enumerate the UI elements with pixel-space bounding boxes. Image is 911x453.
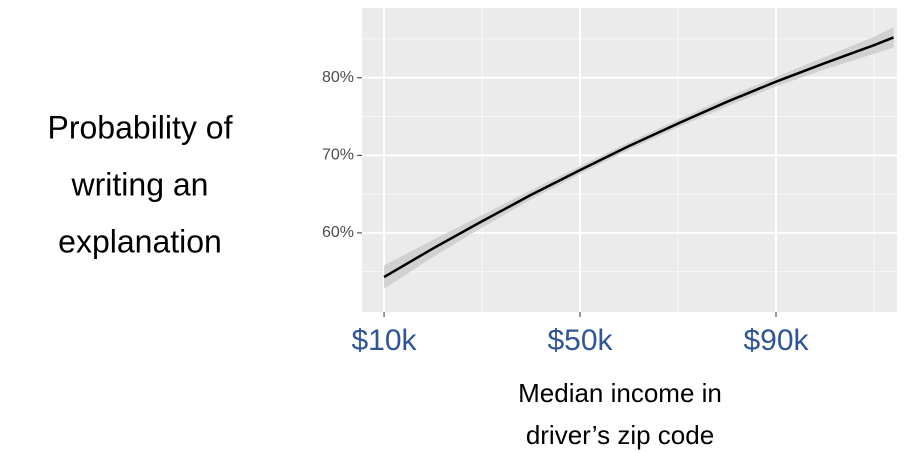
x-axis-label: driver’s zip code (526, 420, 714, 450)
x-tick-label: $50k (547, 324, 613, 357)
y-axis-label: explanation (58, 223, 222, 259)
x-axis-label: Median income in (518, 378, 722, 408)
confidence-band (384, 27, 894, 289)
y-tick-label: 70% (322, 147, 354, 164)
plot-panel (362, 8, 897, 312)
y-tick-label: 60% (322, 224, 354, 241)
y-tick-label: 80% (322, 69, 354, 86)
x-tick-label: $90k (743, 324, 809, 357)
line (383, 36, 895, 279)
y-axis-label: Probability of (48, 109, 233, 145)
x-tick-label: $10k (352, 324, 418, 357)
y-axis-label: writing an (71, 166, 209, 202)
